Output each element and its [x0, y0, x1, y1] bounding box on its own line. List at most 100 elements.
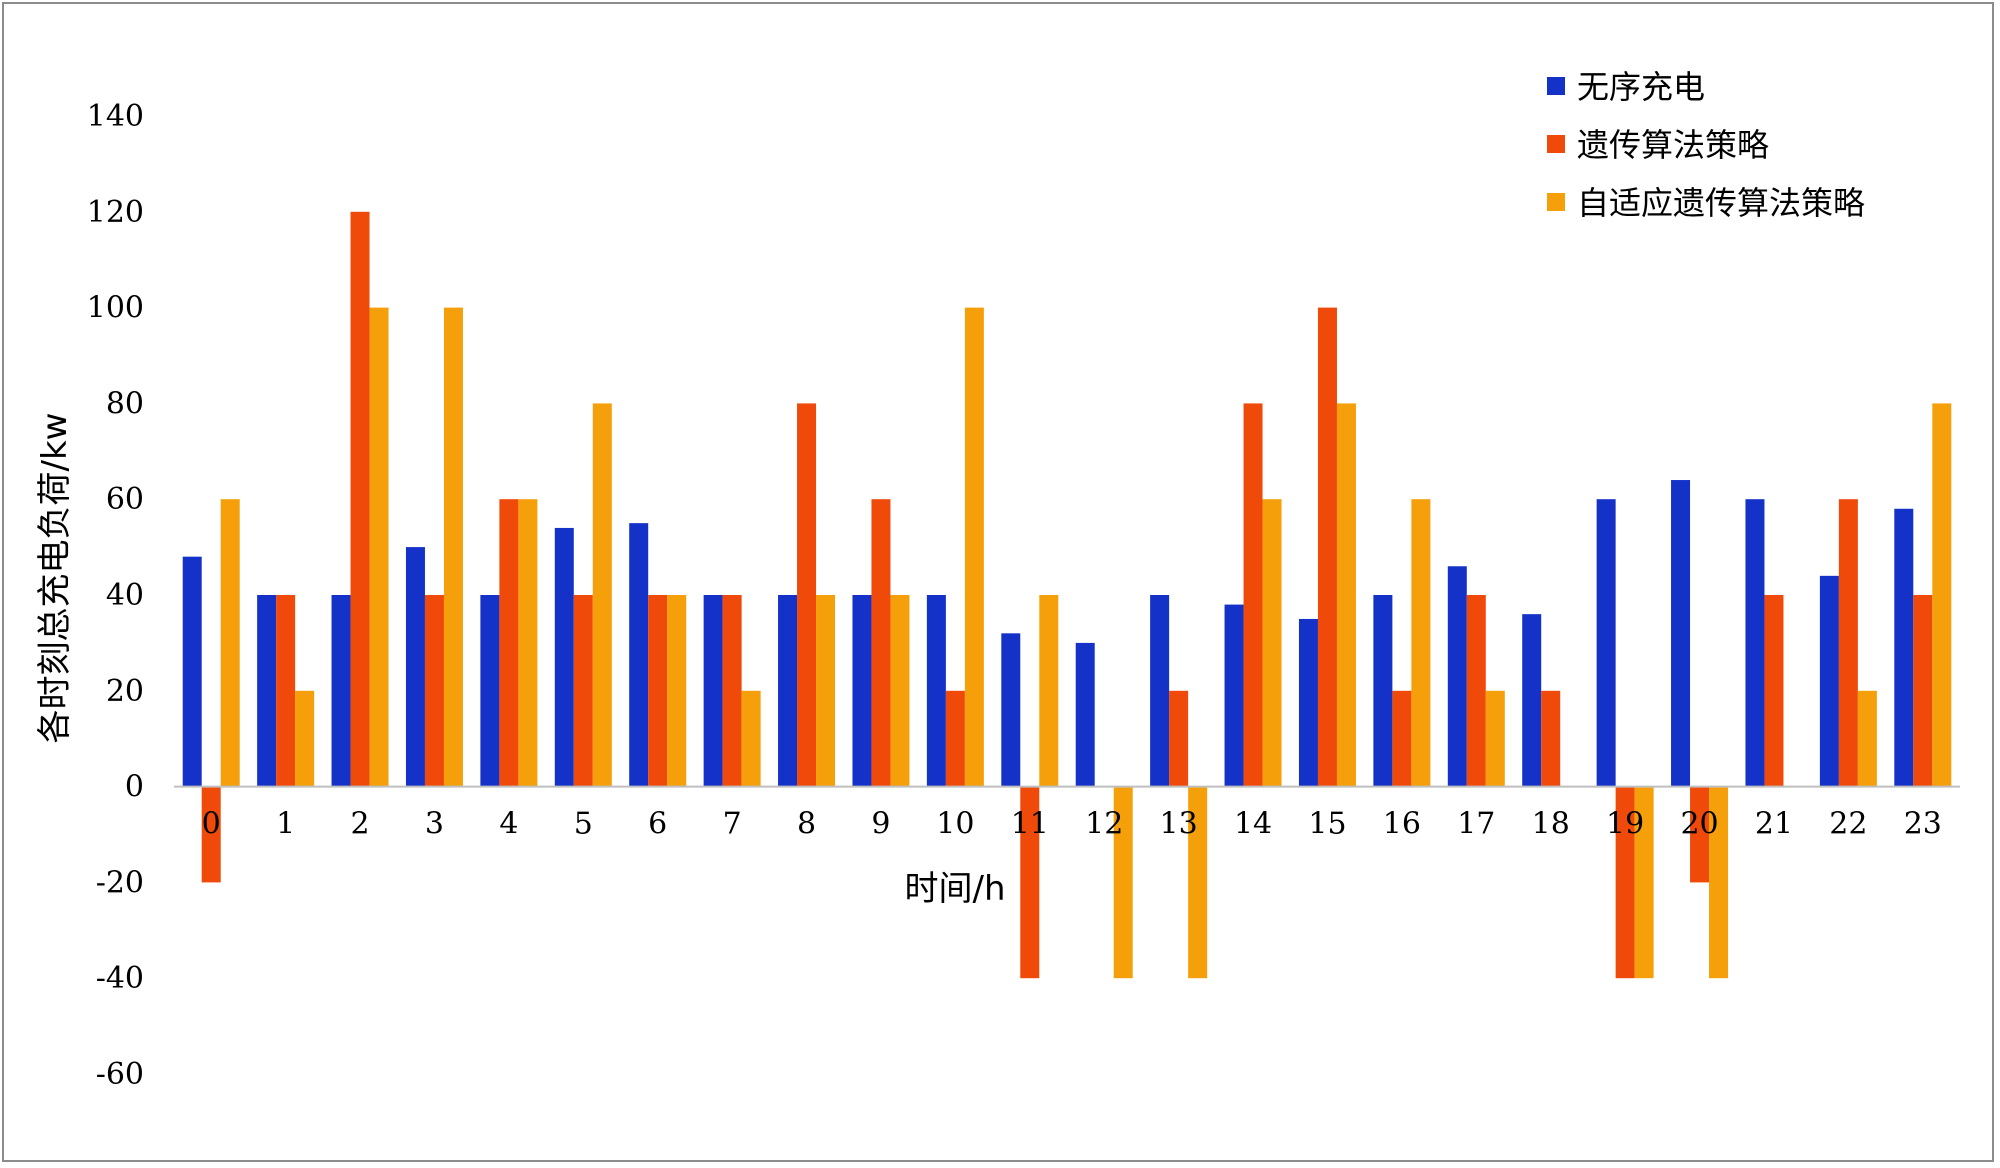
bar-series0-22 — [1819, 575, 1839, 787]
x-tick-label: 18 — [1532, 807, 1570, 842]
bar-series2-16 — [1411, 499, 1431, 787]
x-tick-label: 7 — [723, 807, 742, 842]
bar-series0-10 — [926, 595, 946, 787]
x-tick-label: 20 — [1680, 807, 1718, 842]
bar-series1-13 — [1169, 690, 1189, 787]
x-tick-label: 2 — [350, 807, 369, 842]
legend-label: 自适应遗传算法策略 — [1577, 184, 1865, 222]
bar-series1-14 — [1243, 403, 1263, 787]
bar-series1-10 — [945, 690, 965, 787]
x-tick-label: 4 — [499, 807, 518, 842]
bar-series1-15 — [1317, 307, 1337, 787]
bar-series1-2 — [350, 211, 370, 787]
x-tick-label: 5 — [574, 807, 593, 842]
bar-series2-8 — [816, 595, 836, 787]
x-tick-label: 0 — [202, 807, 221, 842]
bar-series0-5 — [554, 527, 574, 787]
bar-series1-4 — [499, 499, 519, 787]
bar-series0-1 — [257, 595, 277, 787]
x-tick-label: 9 — [871, 807, 890, 842]
bar-series0-8 — [778, 595, 798, 787]
bar-series0-3 — [405, 547, 425, 787]
bar-series2-13 — [1188, 786, 1208, 979]
bar-series1-7 — [722, 595, 742, 787]
x-tick-label: 16 — [1383, 807, 1421, 842]
bar-series1-16 — [1392, 690, 1412, 787]
bar-series1-8 — [797, 403, 817, 787]
bar-series2-9 — [890, 595, 910, 787]
y-axis-ticks: 140 120 100 80 60 40 20 0 -20 -40 -60 — [87, 99, 144, 1092]
x-tick-label: 6 — [648, 807, 667, 842]
y-tick-label: -60 — [96, 1057, 144, 1092]
bar-series0-4 — [480, 595, 500, 787]
legend-swatch — [1547, 135, 1565, 153]
bar-series0-11 — [1001, 633, 1021, 787]
bar-series1-5 — [573, 595, 593, 787]
bar-series0-17 — [1447, 566, 1467, 787]
bar-series0-21 — [1745, 499, 1765, 787]
legend-label: 无序充电 — [1577, 68, 1705, 106]
x-tick-label: 3 — [425, 807, 444, 842]
y-tick-label: -40 — [96, 961, 144, 996]
y-tick-label: 20 — [106, 674, 144, 709]
x-tick-label: 17 — [1457, 807, 1495, 842]
bar-series0-2 — [331, 595, 351, 787]
bar-series2-0 — [220, 499, 240, 787]
x-tick-label: 21 — [1755, 807, 1793, 842]
x-tick-label: 15 — [1308, 807, 1346, 842]
bar-series2-14 — [1262, 499, 1282, 787]
x-tick-label: 14 — [1234, 807, 1272, 842]
bar-series0-9 — [852, 595, 872, 787]
bar-series1-18 — [1541, 690, 1561, 787]
bar-series1-9 — [871, 499, 891, 787]
bar-series0-18 — [1522, 614, 1542, 787]
y-tick-label: -20 — [96, 865, 144, 900]
x-tick-label: 19 — [1606, 807, 1644, 842]
y-tick-label: 0 — [125, 770, 144, 805]
bar-series2-3 — [443, 307, 463, 787]
bar-series0-0 — [182, 556, 202, 787]
bar-series2-11 — [1039, 595, 1059, 787]
bar-series0-19 — [1596, 499, 1616, 787]
y-tick-label: 80 — [106, 386, 144, 421]
bar-series2-17 — [1485, 690, 1505, 787]
bar-series2-6 — [667, 595, 687, 787]
bar-series1-0 — [201, 786, 221, 883]
x-axis-title: 时间/h — [904, 869, 1005, 909]
x-tick-label: 22 — [1829, 807, 1867, 842]
bar-series2-20 — [1709, 786, 1729, 979]
bar-series0-7 — [703, 595, 723, 787]
y-tick-label: 140 — [87, 99, 144, 134]
bar-series0-20 — [1671, 480, 1691, 787]
bar-series0-6 — [629, 523, 649, 787]
bar-series1-6 — [648, 595, 668, 787]
legend-swatch — [1547, 193, 1565, 211]
legend-swatch — [1547, 77, 1565, 95]
bar-series2-23 — [1932, 403, 1952, 787]
y-tick-label: 100 — [87, 291, 144, 326]
bar-series2-7 — [741, 690, 761, 787]
bar-series2-22 — [1857, 690, 1877, 787]
bar-series1-1 — [276, 595, 296, 787]
x-tick-label: 11 — [1011, 807, 1049, 842]
bar-series1-17 — [1466, 595, 1486, 787]
bar-series0-23 — [1894, 508, 1914, 787]
x-tick-label: 8 — [797, 807, 816, 842]
bar-series0-13 — [1150, 595, 1170, 787]
bar-series1-23 — [1913, 595, 1933, 787]
bar-series2-15 — [1336, 403, 1356, 787]
bar-series0-12 — [1075, 642, 1095, 787]
bar-series1-20 — [1690, 786, 1710, 883]
bar-series1-19 — [1615, 786, 1635, 979]
bar-series2-5 — [592, 403, 612, 787]
bar-series2-10 — [964, 307, 984, 787]
x-tick-label: 23 — [1904, 807, 1942, 842]
x-axis-ticks: 0 1 2 3 4 5 6 7 8 9 10 11 12 13 14 15 16 17 18 19 20 21 22 23 — [202, 807, 1942, 842]
bar-series2-1 — [295, 690, 315, 787]
y-axis-title: 各时刻总充电负荷/kw — [35, 413, 75, 744]
legend-label: 遗传算法策略 — [1577, 126, 1769, 164]
bar-series1-11 — [1020, 786, 1040, 979]
bar-series1-22 — [1838, 499, 1858, 787]
